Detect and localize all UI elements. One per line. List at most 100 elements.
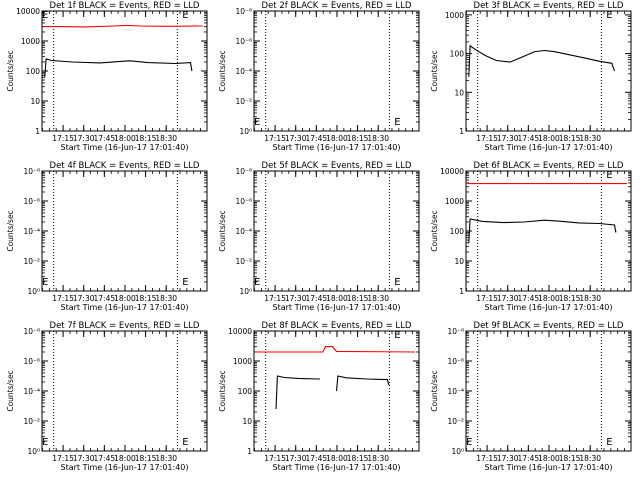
y-tick-label: 10⁻⁴: [235, 227, 252, 236]
x-tick-label: 18:00: [538, 294, 560, 303]
x-tick-label: 18:15: [347, 454, 369, 463]
y-tick-label: 1000: [233, 357, 252, 366]
x-tick-label: 18:30: [367, 454, 389, 463]
y-tick-label: 10: [242, 417, 252, 426]
y-tick-label: 10⁻²: [235, 257, 252, 266]
chart-panel-6: Det 6f BLACK = Events, RED = LLD 1 10 100 10…: [430, 161, 632, 312]
x-tick-label: 18:30: [367, 294, 389, 303]
y-tick-label: 10: [454, 88, 464, 97]
y-tick-label: 10⁻⁶: [447, 357, 464, 366]
y-tick-label: 10: [30, 97, 40, 106]
e-marker: E: [394, 117, 400, 128]
e-marker: E: [394, 330, 400, 341]
x-tick-label: 18:30: [579, 454, 601, 463]
x-tick-label: 17:30: [497, 134, 519, 143]
chart-panel-5: Det 5f BLACK = Events, RED = LLD 10⁰ 10⁻² 1…: [218, 161, 420, 312]
e-marker: E: [42, 10, 48, 21]
e-marker: E: [254, 117, 260, 128]
x-tick-label: 18:15: [559, 134, 581, 143]
chart-panel-2: Det 2f BLACK = Events, RED = LLD 10⁰ 10⁻² 1…: [218, 1, 420, 152]
x-tick-label: 18:15: [135, 454, 157, 463]
x-tick-label: 18:15: [347, 134, 369, 143]
x-tick-label: 18:15: [559, 454, 581, 463]
y-tick-label: 10⁰: [239, 127, 252, 136]
x-tick-label: 18:00: [114, 294, 136, 303]
y-tick-label: 10⁻⁶: [235, 197, 252, 206]
x-tick-label: 17:30: [497, 454, 519, 463]
e-marker: E: [606, 437, 612, 448]
e-marker: E: [182, 277, 188, 288]
y-tick-label: 10⁻⁶: [23, 357, 40, 366]
y-tick-label: 10⁻⁶: [23, 197, 40, 206]
data-series-black: [44, 58, 193, 78]
plot-frame: [465, 330, 632, 452]
x-axis-label: Start Time (16-Jun-17 17:01:40): [273, 303, 401, 312]
y-tick-label: 1: [247, 447, 252, 456]
chart-title: Det 1f BLACK = Events, RED = LLD: [50, 1, 200, 11]
y-axis-label: Counts/sec: [6, 370, 15, 411]
e-marker: E: [606, 10, 612, 21]
y-tick-label: 10⁻²: [23, 257, 40, 266]
data-series-black: [468, 218, 617, 244]
x-tick-label: 18:00: [538, 134, 560, 143]
x-tick-label: 17:30: [285, 454, 307, 463]
y-axis-label: Counts/sec: [218, 50, 227, 91]
chart-panel-3: Det 3f BLACK = Events, RED = LLD 1 10 100 10…: [430, 1, 632, 152]
y-tick-label: 10⁰: [27, 447, 40, 456]
chart-title: Det 5f BLACK = Events, RED = LLD: [262, 161, 412, 171]
e-marker: E: [182, 437, 188, 448]
x-axis-label: Start Time (16-Jun-17 17:01:40): [485, 143, 613, 152]
chart-title: Det 4f BLACK = Events, RED = LLD: [50, 161, 200, 171]
x-tick-label: 17:15: [52, 294, 74, 303]
x-tick-label: 18:15: [347, 294, 369, 303]
plot-frame: [465, 10, 632, 132]
x-axis-label: Start Time (16-Jun-17 17:01:40): [61, 463, 189, 472]
chart-panel-9: Det 9f BLACK = Events, RED = LLD 10⁰ 10⁻² 1…: [430, 321, 632, 472]
y-tick-label: 100: [450, 227, 465, 236]
y-tick-label: 10⁻⁴: [23, 227, 40, 236]
chart-title: Det 6f BLACK = Events, RED = LLD: [474, 161, 624, 171]
chart-title: Det 7f BLACK = Events, RED = LLD: [50, 321, 200, 331]
x-tick-label: 18:00: [114, 454, 136, 463]
e-marker: E: [182, 10, 188, 21]
y-tick-label: 10000: [16, 7, 40, 16]
x-tick-label: 18:00: [326, 294, 348, 303]
x-tick-label: 18:00: [326, 134, 348, 143]
x-tick-label: 17:15: [52, 454, 74, 463]
y-tick-label: 10⁻⁸: [235, 7, 252, 16]
x-tick-label: 17:30: [285, 294, 307, 303]
y-axis-label: Counts/sec: [6, 210, 15, 251]
y-tick-label: 10: [454, 257, 464, 266]
chart-panel-4: Det 4f BLACK = Events, RED = LLD 10⁰ 10⁻² 1…: [6, 161, 208, 312]
x-tick-label: 17:30: [497, 294, 519, 303]
data-series-red: [255, 346, 415, 353]
x-tick-label: 17:15: [52, 134, 74, 143]
y-tick-label: 100: [26, 67, 41, 76]
x-tick-label: 17:15: [476, 294, 498, 303]
x-tick-label: 18:15: [135, 294, 157, 303]
x-tick-label: 18:00: [114, 134, 136, 143]
chart-panel-7: Det 7f BLACK = Events, RED = LLD 10⁰ 10⁻² 1…: [6, 321, 208, 472]
y-tick-label: 10⁻⁸: [23, 327, 40, 336]
y-tick-label: 1000: [445, 11, 464, 20]
x-tick-label: 18:30: [579, 294, 601, 303]
plot-frame: [41, 330, 208, 452]
x-tick-label: 17:30: [285, 134, 307, 143]
x-tick-label: 17:45: [306, 454, 328, 463]
plot-frame: [465, 170, 632, 292]
x-tick-label: 17:15: [264, 454, 286, 463]
plot-frame: [253, 170, 420, 292]
chart-panel-8: Det 8f BLACK = Events, RED = LLD 1 10 100 10…: [218, 321, 420, 472]
x-tick-label: 18:15: [135, 134, 157, 143]
x-tick-label: 17:45: [94, 134, 116, 143]
x-axis-label: Start Time (16-Jun-17 17:01:40): [273, 463, 401, 472]
x-axis-label: Start Time (16-Jun-17 17:01:40): [61, 303, 189, 312]
data-series-black: [468, 44, 616, 77]
y-tick-label: 10⁻⁸: [447, 327, 464, 336]
y-tick-label: 10⁻⁴: [235, 67, 252, 76]
y-tick-label: 1000: [445, 197, 464, 206]
y-tick-label: 10⁻⁴: [23, 387, 40, 396]
y-tick-label: 1: [459, 127, 464, 136]
x-tick-label: 17:45: [94, 294, 116, 303]
